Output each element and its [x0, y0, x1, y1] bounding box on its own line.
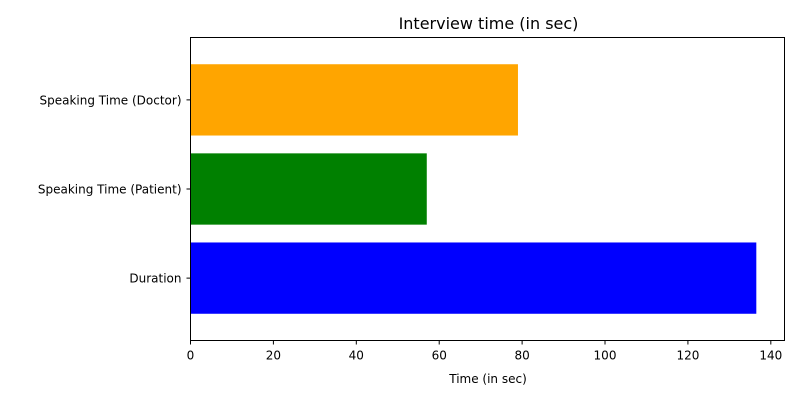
y-axis: Speaking Time (Doctor) Speaking Time (Pat…	[38, 93, 191, 286]
x-tick-label: 20	[266, 349, 281, 363]
chart-title: Interview time (in sec)	[399, 14, 579, 33]
x-tick-label: 140	[759, 349, 782, 363]
x-tick-label: 40	[349, 349, 364, 363]
bar-duration	[190, 242, 757, 314]
y-tick-label: Duration	[129, 272, 181, 286]
bar-speaking-time-doctor	[190, 64, 518, 136]
y-tick-label: Speaking Time (Doctor)	[40, 93, 182, 107]
x-axis-label: Time (in sec)	[448, 372, 527, 386]
bar-speaking-time-patient	[190, 153, 427, 225]
x-tick-label: 120	[676, 349, 699, 363]
x-tick-label: 100	[594, 349, 617, 363]
y-tick-label: Speaking Time (Patient)	[38, 183, 182, 197]
x-tick-label: 60	[432, 349, 447, 363]
x-tick-label: 80	[514, 349, 529, 363]
x-axis: 0 20 40 60 80 100 120 140	[187, 340, 782, 363]
x-tick-label: 0	[187, 349, 195, 363]
bars-group	[190, 64, 757, 314]
